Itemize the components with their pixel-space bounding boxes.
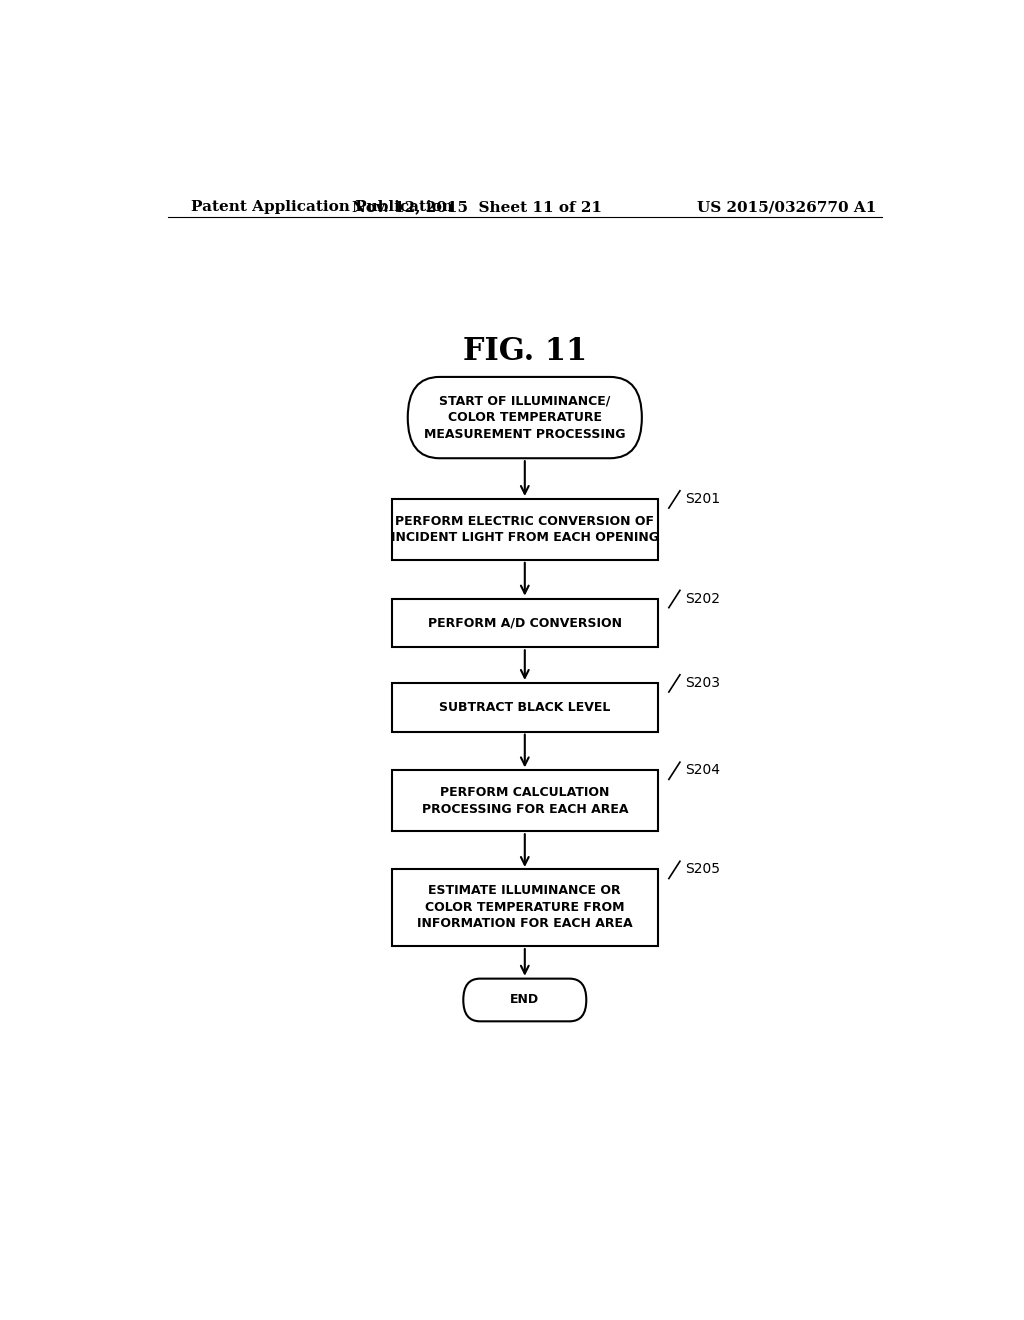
Bar (392, 598, 657, 647)
Bar (392, 771, 657, 832)
Text: Nov. 12, 2015  Sheet 11 of 21: Nov. 12, 2015 Sheet 11 of 21 (352, 201, 602, 214)
FancyBboxPatch shape (463, 978, 587, 1022)
Text: S204: S204 (685, 763, 720, 777)
Text: S202: S202 (685, 591, 720, 606)
Text: S205: S205 (685, 862, 720, 876)
Text: S201: S201 (685, 492, 720, 506)
Text: S203: S203 (685, 676, 720, 690)
Text: END: END (510, 994, 540, 1006)
Text: FIG. 11: FIG. 11 (463, 337, 587, 367)
Bar (392, 682, 657, 731)
Text: ESTIMATE ILLUMINANCE OR
COLOR TEMPERATURE FROM
INFORMATION FOR EACH AREA: ESTIMATE ILLUMINANCE OR COLOR TEMPERATUR… (417, 884, 633, 931)
FancyBboxPatch shape (408, 378, 642, 458)
Text: US 2015/0326770 A1: US 2015/0326770 A1 (697, 201, 877, 214)
Bar (392, 499, 657, 560)
Text: PERFORM CALCULATION
PROCESSING FOR EACH AREA: PERFORM CALCULATION PROCESSING FOR EACH … (422, 785, 628, 816)
Text: SUBTRACT BLACK LEVEL: SUBTRACT BLACK LEVEL (439, 701, 610, 714)
Text: PERFORM ELECTRIC CONVERSION OF
INCIDENT LIGHT FROM EACH OPENING: PERFORM ELECTRIC CONVERSION OF INCIDENT … (391, 515, 658, 544)
Text: Patent Application Publication: Patent Application Publication (191, 201, 454, 214)
Text: START OF ILLUMINANCE/
COLOR TEMPERATURE
MEASUREMENT PROCESSING: START OF ILLUMINANCE/ COLOR TEMPERATURE … (424, 395, 626, 441)
Text: PERFORM A/D CONVERSION: PERFORM A/D CONVERSION (428, 616, 622, 630)
Bar (392, 870, 657, 945)
